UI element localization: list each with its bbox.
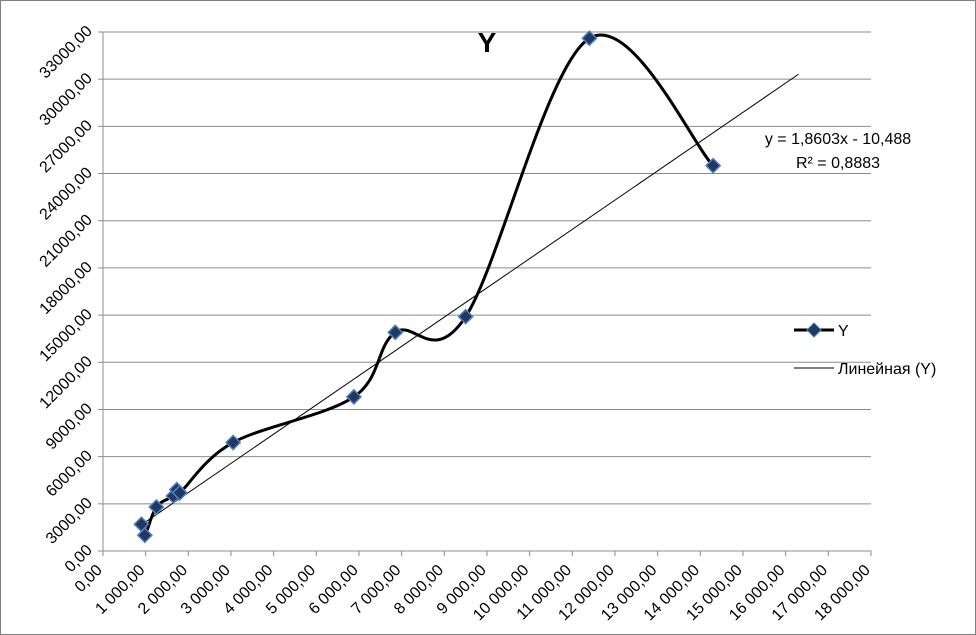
- data-point: [225, 434, 242, 451]
- series-y: [139, 33, 715, 538]
- data-point: [581, 30, 598, 47]
- trendline: [141, 73, 799, 526]
- data-point: [457, 308, 474, 325]
- data-point: [148, 498, 165, 516]
- data-point: [387, 324, 404, 341]
- trendline-equation: y = 1,8603x - 10,488: [765, 131, 911, 148]
- y-tick-labels: 0,003000,006000,009000,0012000,0015000,0…: [37, 23, 96, 576]
- legend-series-marker: [806, 322, 822, 338]
- legend: Y Линейная (Y): [794, 322, 936, 378]
- legend-series-label: Y: [838, 323, 849, 340]
- y-tick-label: 33000,00: [37, 23, 96, 82]
- y-tick-label: 6000,00: [43, 447, 96, 500]
- data-point: [136, 527, 153, 544]
- x-tick-labels: 0,001 000,002 000,003 000,004 000,005 00…: [72, 562, 874, 624]
- chart-title: Y: [478, 27, 497, 58]
- y-tick-label: 3000,00: [43, 495, 96, 548]
- axes: [98, 31, 872, 556]
- data-point: [705, 157, 722, 174]
- series-line: [139, 33, 715, 538]
- trendline-path: [141, 73, 799, 526]
- legend-trendline-label: Линейная (Y): [838, 361, 936, 378]
- trendline-r-squared: R² = 0,8883: [796, 155, 880, 172]
- data-point: [171, 484, 188, 501]
- grid-lines: [103, 31, 871, 505]
- series-markers: [133, 30, 722, 544]
- data-point: [345, 388, 363, 406]
